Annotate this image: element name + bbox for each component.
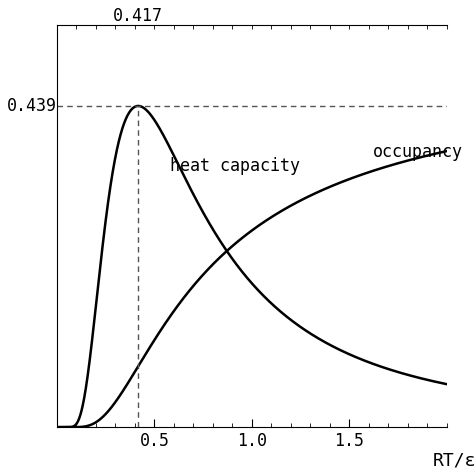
Text: occupancy: occupancy [373,143,463,161]
Text: 0.439: 0.439 [7,97,57,115]
X-axis label: RT/ε: RT/ε [433,451,474,469]
Text: heat capacity: heat capacity [170,157,300,175]
Text: 0.417: 0.417 [113,7,164,25]
